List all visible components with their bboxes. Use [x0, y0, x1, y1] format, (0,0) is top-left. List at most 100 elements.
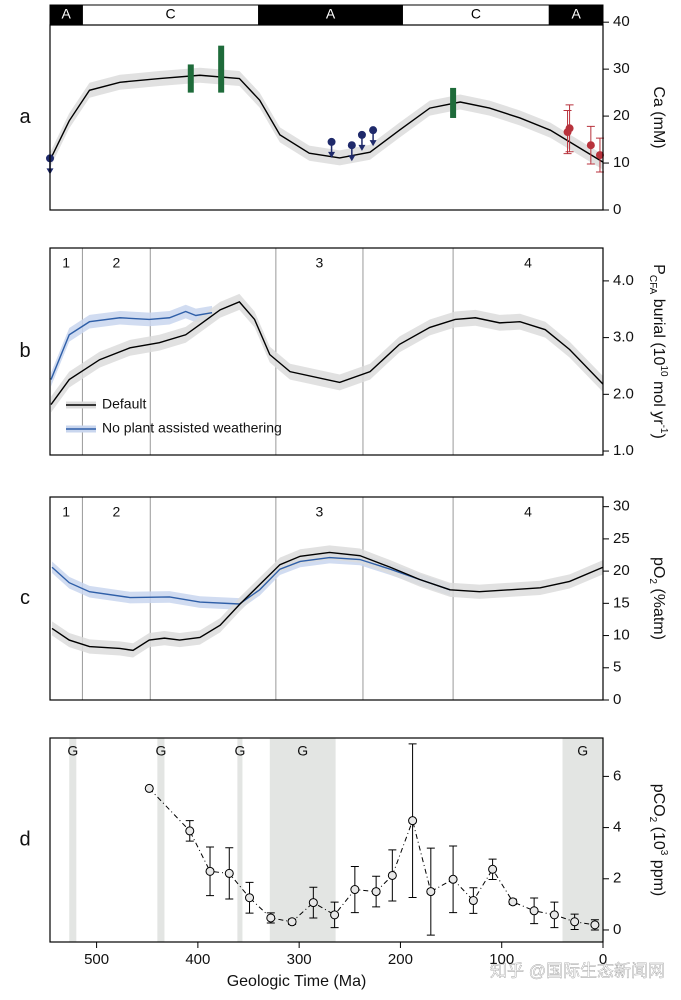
plot-frame	[49, 247, 604, 456]
y-tick-label: 1.0	[613, 442, 634, 459]
y-label-part: 10	[658, 365, 669, 377]
y-label-part: CFA	[647, 275, 658, 295]
data-point	[224, 868, 234, 878]
y-label-part: P	[650, 264, 667, 275]
data-point	[448, 874, 458, 884]
glaciation-label: G	[234, 743, 245, 759]
plot-frame	[49, 496, 604, 701]
panel-label: c	[20, 587, 30, 609]
y-tick-label: 25	[613, 530, 630, 547]
zone-label: 4	[524, 504, 532, 520]
upper-limit-point	[347, 141, 356, 150]
limit-arrowhead	[348, 155, 356, 162]
y-tick-label: 40	[613, 13, 630, 30]
y-tick-label: 10	[613, 154, 630, 171]
y-tick-label: 0	[613, 921, 621, 938]
y-tick-label: 4	[613, 819, 621, 836]
data-point	[185, 826, 195, 836]
y-label-part: burial (10	[650, 294, 667, 365]
zone-label: 3	[316, 504, 324, 520]
data-point	[308, 898, 318, 908]
zone-label: 4	[524, 255, 532, 271]
data-point	[287, 917, 297, 927]
y-tick-label: 4.0	[613, 272, 634, 289]
data-point	[508, 897, 518, 907]
zone-label: 2	[112, 504, 120, 520]
data-point	[371, 887, 381, 897]
data-point	[586, 141, 595, 150]
glaciation-band	[562, 738, 603, 942]
data-point	[387, 870, 397, 880]
glaciation-label: G	[67, 743, 78, 759]
data-point	[468, 896, 478, 906]
data-point	[408, 816, 418, 826]
data-point	[570, 917, 580, 927]
y-label-part: -1	[658, 425, 669, 434]
glaciation-band	[157, 738, 165, 942]
series-line	[50, 310, 213, 380]
uncertainty-band	[52, 545, 604, 658]
limit-arrowhead	[328, 151, 336, 158]
y-tick-label: 5	[613, 659, 621, 676]
y-label-part: ppm)	[650, 855, 667, 896]
x-tick-label: 100	[489, 951, 514, 968]
plot-frame	[49, 737, 604, 943]
data-point	[426, 887, 436, 897]
data-point	[565, 124, 574, 133]
y-tick-label: 2.0	[613, 385, 634, 402]
glaciation-label: G	[577, 743, 588, 759]
y-axis-label: Ca (mM)	[650, 86, 667, 148]
y-label-part: 2	[647, 817, 658, 823]
data-point	[330, 910, 340, 920]
glaciation-label: G	[155, 743, 166, 759]
data-point	[144, 783, 154, 793]
x-tick-label: 300	[287, 951, 312, 968]
watermark: 知乎 @国际生态新闻网	[490, 961, 665, 980]
series-line	[51, 556, 451, 605]
data-point	[590, 920, 600, 930]
data-point	[488, 864, 498, 874]
y-tick-label: 2	[613, 870, 621, 887]
x-tick-label: 400	[185, 951, 210, 968]
y-label-part: (%atm)	[650, 584, 667, 640]
y-tick-label: 0	[613, 691, 621, 708]
connector-line	[148, 788, 595, 926]
x-tick-label: 0	[599, 951, 607, 968]
data-point	[245, 893, 255, 903]
glaciation-band	[269, 738, 336, 942]
uncertainty-band	[50, 67, 603, 170]
y-axis-label: PCFA burial (1010 mol yr-1)	[647, 264, 669, 439]
data-point	[595, 151, 604, 160]
zone-label: 3	[316, 255, 324, 271]
plot-frame	[49, 24, 604, 211]
y-tick-label: 0	[613, 201, 621, 218]
range-bar	[450, 87, 457, 118]
series-line	[50, 301, 604, 405]
upper-limit-point	[369, 126, 378, 135]
y-tick-label: 15	[613, 594, 630, 611]
period-label: C	[471, 6, 481, 22]
y-label-part: mol yr	[650, 377, 667, 426]
period-label: C	[165, 6, 175, 22]
data-point	[266, 913, 276, 923]
y-label-part: 3	[658, 850, 669, 856]
legend-label: No plant assisted weathering	[102, 420, 282, 436]
y-label-part: 2	[647, 578, 658, 584]
y-tick-label: 20	[613, 562, 630, 579]
y-label-part: pO	[650, 557, 667, 578]
panel-label: b	[19, 340, 30, 362]
y-tick-label: 3.0	[613, 329, 634, 346]
x-tick-label: 200	[388, 951, 413, 968]
panel: b 1 2 3 4 1.0 2.0 3.0 4.0 PCFA burial (1010 mol y…	[19, 247, 669, 459]
zone-label: 1	[62, 255, 70, 271]
data-point	[529, 906, 539, 916]
upper-limit-point	[357, 130, 366, 139]
range-bar	[218, 45, 225, 93]
panel-label: d	[19, 828, 30, 850]
glaciation-label: G	[297, 743, 308, 759]
zone-label: 1	[62, 504, 70, 520]
upper-limit-point	[327, 137, 336, 146]
panel-label: a	[19, 106, 31, 128]
